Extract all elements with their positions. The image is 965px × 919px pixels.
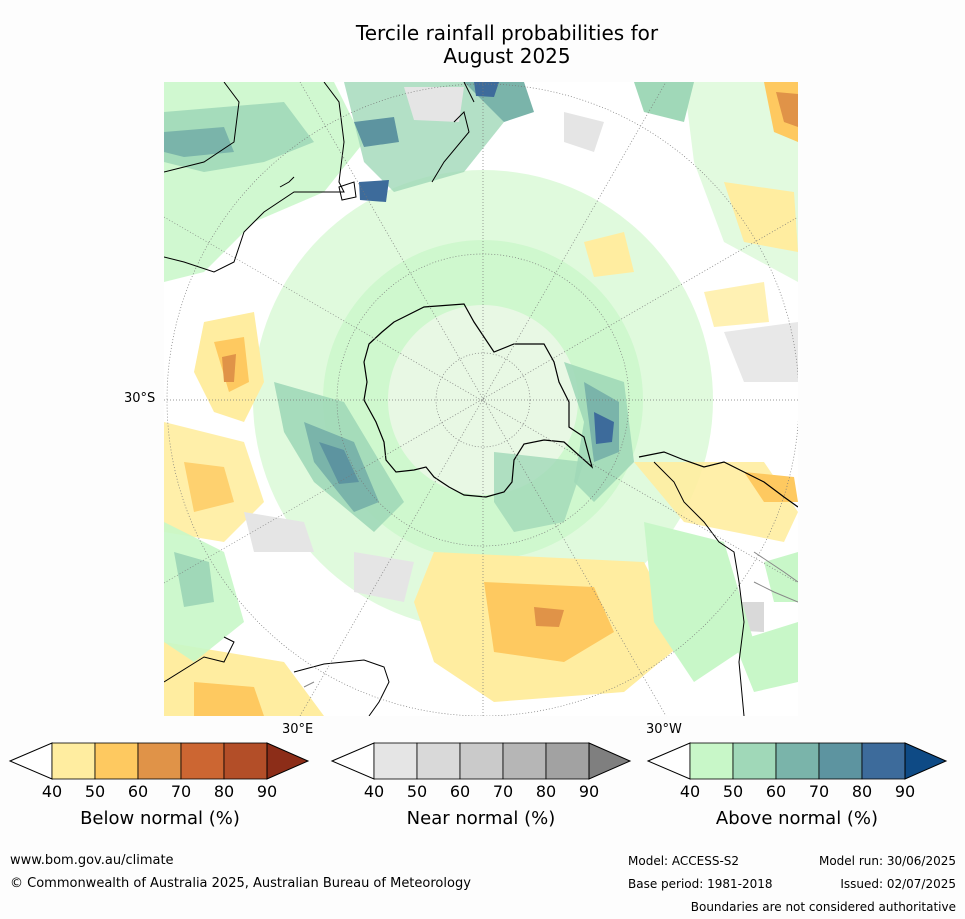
website-link[interactable]: www.bom.gov.au/climate — [10, 853, 174, 868]
colorbar-tick-label: 60 — [127, 782, 149, 801]
colorbar-tick-label: 80 — [213, 782, 235, 801]
colorbar-tick-label: 40 — [679, 782, 701, 801]
colorbar-tick-label: 50 — [722, 782, 744, 801]
tercile-probability-map — [164, 82, 798, 716]
base-period: Base period: 1981-2018 — [628, 877, 773, 891]
colorbar-tick-label: 90 — [894, 782, 916, 801]
colorbar-tick-label: 90 — [256, 782, 278, 801]
colorbar-near-normal — [330, 742, 632, 780]
colorbar-tick-label: 80 — [535, 782, 557, 801]
latitude-label-30s: 30°S — [124, 391, 156, 406]
map-title-line-2: August 2025 — [443, 44, 571, 68]
longitude-label-30e: 30°E — [282, 722, 314, 737]
colorbar-below-normal — [8, 742, 310, 780]
colorbar-tick-label: 40 — [41, 782, 63, 801]
colorbar-tick-label: 70 — [492, 782, 514, 801]
colorbar-tick-label: 70 — [170, 782, 192, 801]
map-canvas — [164, 82, 798, 716]
colorbar-tick-label: 40 — [363, 782, 385, 801]
model-name: Model: ACCESS-S2 — [628, 854, 740, 868]
colorbar-above-normal — [646, 742, 948, 780]
boundaries-disclaimer: Boundaries are not considered authoritat… — [690, 900, 956, 914]
colorbar-tick-label: 50 — [406, 782, 428, 801]
colorbar-above-title: Above normal (%) — [715, 808, 879, 829]
longitude-label-30w: 30°W — [646, 722, 682, 737]
map-title-line-1: Tercile rainfall probabilities for — [355, 21, 659, 45]
issued-date: Issued: 02/07/2025 — [840, 877, 956, 891]
colorbar-below-title: Below normal (%) — [80, 808, 240, 829]
colorbar-tick-label: 70 — [808, 782, 830, 801]
antarctica-coastline — [363, 303, 594, 498]
colorbar-tick-label: 90 — [578, 782, 600, 801]
colorbar-near-title: Near normal (%) — [406, 808, 556, 829]
model-run-date: Model run: 30/06/2025 — [818, 854, 956, 868]
colorbar-tick-label: 80 — [851, 782, 873, 801]
colorbar-tick-label: 50 — [84, 782, 106, 801]
colorbar-tick-label: 60 — [765, 782, 787, 801]
colorbar-tick-label: 60 — [449, 782, 471, 801]
copyright-text: © Commonwealth of Australia 2025, Austra… — [10, 876, 471, 891]
